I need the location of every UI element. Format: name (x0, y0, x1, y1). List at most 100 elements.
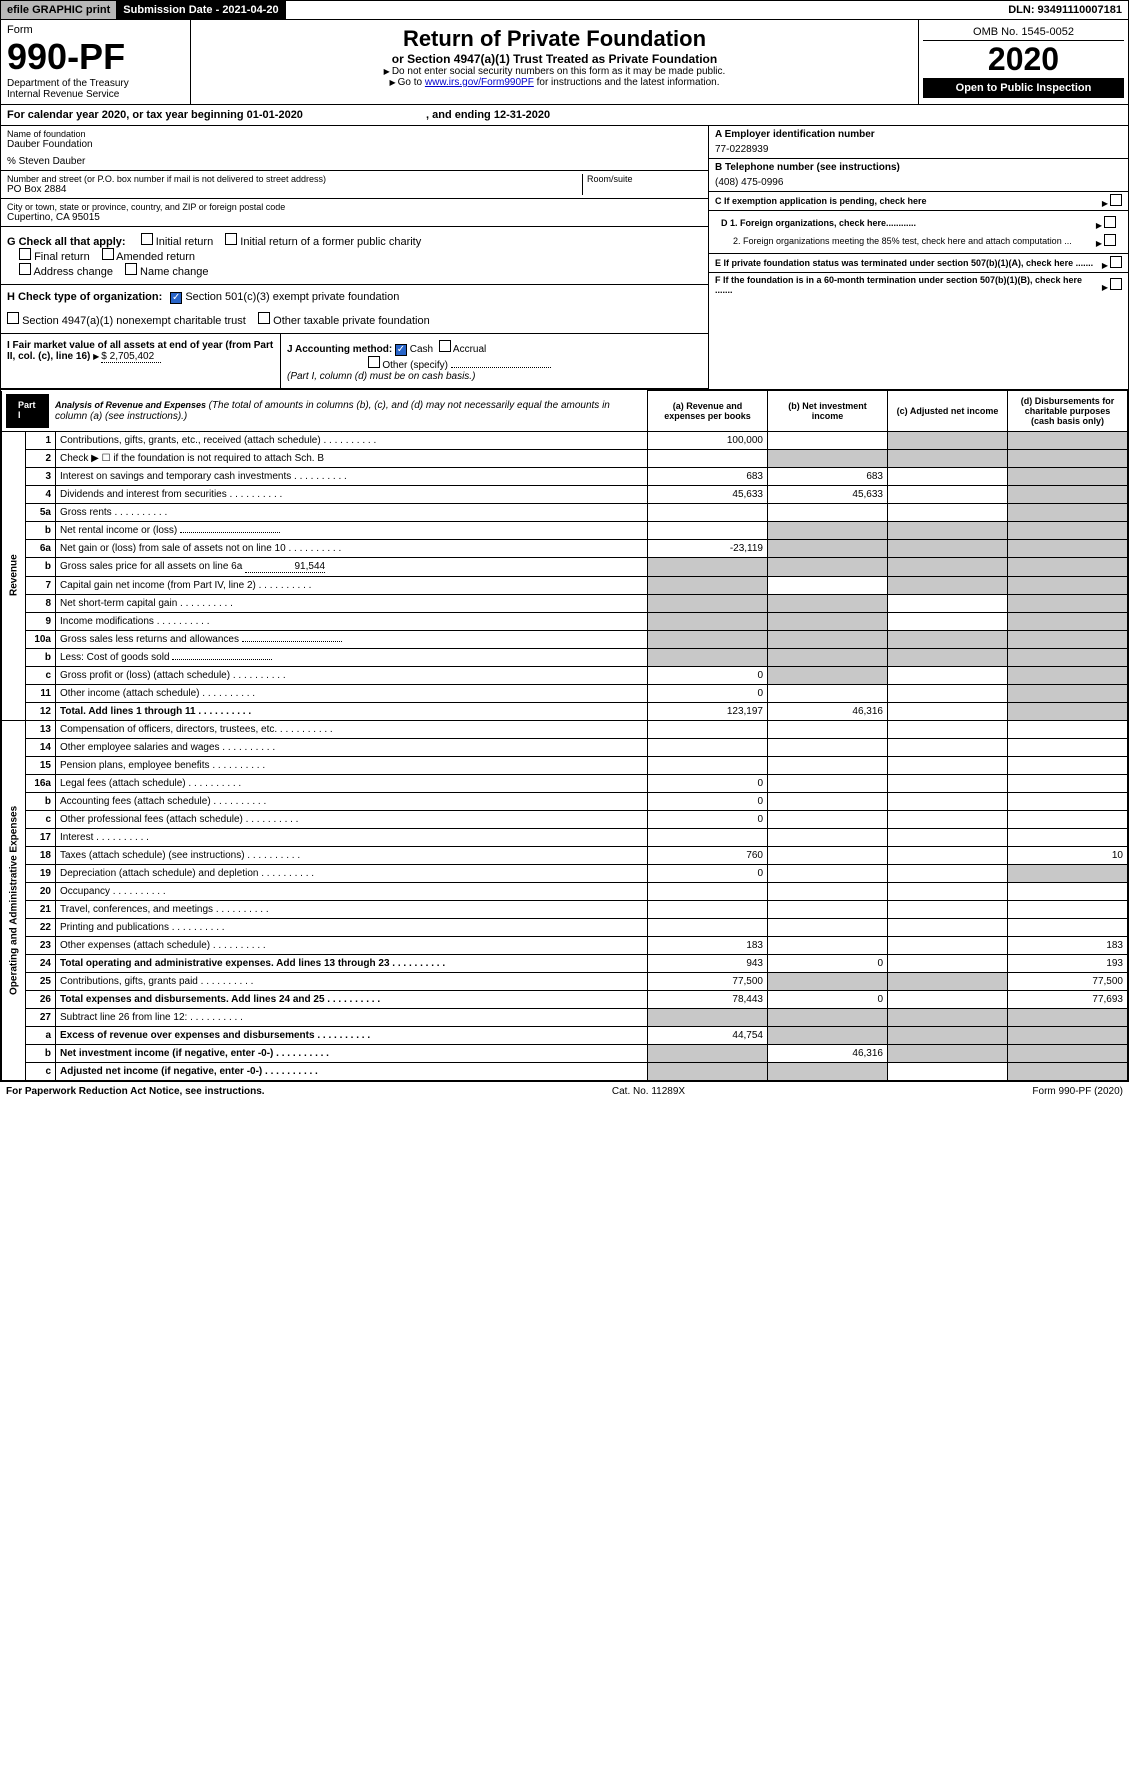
section-j: J Accounting method: Cash Accrual Other … (281, 334, 708, 388)
j-note: (Part I, column (d) must be on cash basi… (287, 371, 475, 382)
grey-cell (1008, 612, 1128, 630)
row-desc: Compensation of officers, directors, tru… (56, 720, 648, 738)
d1-checkbox[interactable] (1104, 216, 1116, 228)
table-cell (648, 720, 768, 738)
h-opt2: Section 4947(a)(1) nonexempt charitable … (22, 315, 246, 327)
grey-cell (768, 557, 888, 576)
grey-cell (1008, 467, 1128, 485)
table-cell (768, 936, 888, 954)
table-cell: 0 (648, 864, 768, 882)
grey-cell (1008, 539, 1128, 557)
j-other: Other (specify) (382, 360, 448, 371)
row-num: 26 (26, 990, 56, 1008)
h-checkbox-501c3[interactable] (170, 292, 182, 304)
table-cell (1008, 792, 1128, 810)
table-cell (648, 449, 768, 467)
table-cell: 183 (648, 936, 768, 954)
row-desc: Net rental income or (loss) (56, 521, 648, 539)
room-label: Room/suite (587, 174, 702, 184)
row-desc: Income modifications (56, 612, 648, 630)
d2-label: 2. Foreign organizations meeting the 85%… (721, 236, 1072, 246)
g-checkbox-3[interactable] (102, 248, 114, 260)
name-label: Name of foundation (7, 129, 702, 139)
row-num: 21 (26, 900, 56, 918)
form-subtitle: or Section 4947(a)(1) Trust Treated as P… (197, 52, 912, 66)
grey-cell (648, 1062, 768, 1080)
h-checkbox-4947[interactable] (7, 312, 19, 324)
phone-value: (408) 475-0996 (715, 177, 1122, 188)
grey-cell (888, 557, 1008, 576)
cy-end: 12-31-2020 (494, 109, 550, 121)
table-cell: -23,119 (648, 539, 768, 557)
grey-cell (768, 539, 888, 557)
table-cell (768, 774, 888, 792)
row-desc: Contributions, gifts, grants, etc., rece… (56, 431, 648, 449)
efile-button[interactable]: efile GRAPHIC print (1, 1, 117, 19)
grey-cell (648, 1008, 768, 1026)
row-desc: Total expenses and disbursements. Add li… (56, 990, 648, 1008)
h-opt3: Other taxable private foundation (273, 315, 430, 327)
table-cell: 45,633 (648, 485, 768, 503)
e-checkbox[interactable] (1110, 256, 1122, 268)
table-cell (888, 864, 1008, 882)
j-accrual: Accrual (453, 344, 486, 355)
table-cell (888, 666, 1008, 684)
table-cell (888, 918, 1008, 936)
table-row: 12Total. Add lines 1 through 11123,19746… (2, 702, 1128, 720)
row-num: c (26, 1062, 56, 1080)
j-checkbox-accrual[interactable] (439, 340, 451, 352)
table-row: 7Capital gain net income (from Part IV, … (2, 576, 1128, 594)
grey-cell (888, 521, 1008, 539)
row-desc: Contributions, gifts, grants paid (56, 972, 648, 990)
note2-suffix: for instructions and the latest informat… (534, 77, 720, 88)
g-checkbox-2[interactable] (19, 248, 31, 260)
cy-begin: 01-01-2020 (247, 109, 303, 121)
city-label: City or town, state or province, country… (7, 202, 702, 212)
g-checkbox-4[interactable] (19, 263, 31, 275)
g-checkbox-0[interactable] (141, 233, 153, 245)
row-desc: Pension plans, employee benefits (56, 756, 648, 774)
e-label: E If private foundation status was termi… (715, 258, 1093, 268)
table-cell (888, 882, 1008, 900)
h-checkbox-other[interactable] (258, 312, 270, 324)
calendar-year-row: For calendar year 2020, or tax year begi… (1, 105, 1128, 126)
phone-label: B Telephone number (see instructions) (715, 162, 1122, 173)
j-checkbox-other[interactable] (368, 356, 380, 368)
row-desc: Interest on savings and temporary cash i… (56, 467, 648, 485)
row-num: 12 (26, 702, 56, 720)
grey-cell (1008, 630, 1128, 648)
row-num: b (26, 1044, 56, 1062)
section-g: G Check all that apply: Initial return I… (1, 227, 708, 285)
table-row: 5aGross rents (2, 503, 1128, 521)
g-checkbox-1[interactable] (225, 233, 237, 245)
d2-checkbox[interactable] (1104, 234, 1116, 246)
table-cell (768, 792, 888, 810)
table-cell: 0 (648, 774, 768, 792)
table-cell (888, 612, 1008, 630)
table-cell (768, 576, 888, 594)
row-desc: Depreciation (attach schedule) and deple… (56, 864, 648, 882)
grey-cell (768, 666, 888, 684)
table-cell (768, 918, 888, 936)
table-cell: 183 (1008, 936, 1128, 954)
table-row: 20Occupancy (2, 882, 1128, 900)
f-checkbox[interactable] (1110, 278, 1122, 290)
table-cell (768, 828, 888, 846)
table-cell (648, 756, 768, 774)
table-cell: 46,316 (768, 702, 888, 720)
irs-link[interactable]: www.irs.gov/Form990PF (425, 77, 534, 88)
row-desc: Other income (attach schedule) (56, 684, 648, 702)
grey-cell (1008, 521, 1128, 539)
table-cell (768, 810, 888, 828)
table-cell: 0 (648, 666, 768, 684)
table-row: 4Dividends and interest from securities4… (2, 485, 1128, 503)
table-cell: 0 (648, 810, 768, 828)
table-row: 17Interest (2, 828, 1128, 846)
form-label: Form (7, 24, 184, 36)
table-cell: 943 (648, 954, 768, 972)
g-checkbox-5[interactable] (125, 263, 137, 275)
j-checkbox-cash[interactable] (395, 344, 407, 356)
c-checkbox[interactable] (1110, 194, 1122, 206)
form-number: 990-PF (7, 36, 184, 78)
table-cell (768, 900, 888, 918)
